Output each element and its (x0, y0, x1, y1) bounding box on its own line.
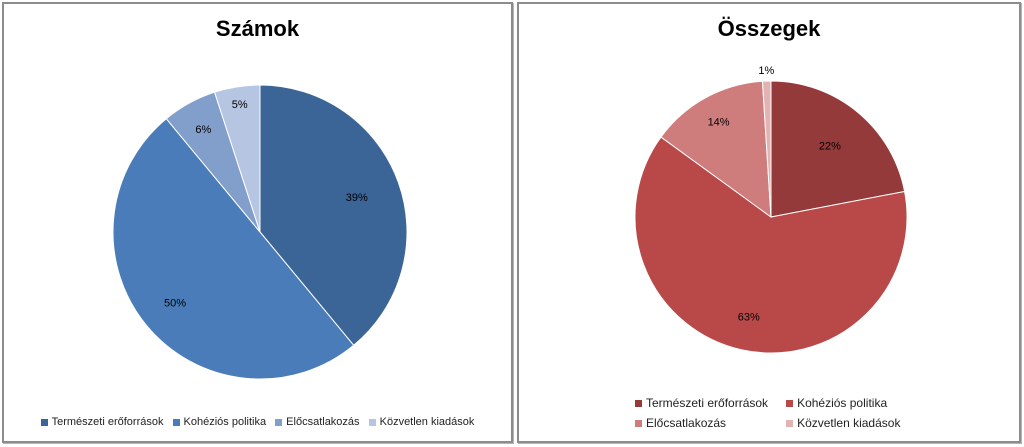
legend-item: Előcsatlakozás (275, 416, 360, 428)
legend-swatch (172, 418, 180, 426)
data-label: 14% (708, 117, 730, 129)
pie-slice-elocsatlakozas (660, 80, 772, 219)
data-label: 5% (232, 99, 248, 111)
chart-title: Számok (215, 16, 300, 41)
chart-panel-osszegek: Összegek 22% 63% 14% 1% Természeti erőforrá… (517, 2, 1021, 443)
pie-slice-termeszeti-eroforrasok (770, 80, 906, 218)
data-label: 6% (195, 124, 211, 136)
legend-swatch (40, 418, 48, 426)
pie-slice-kozvetlen-kiadasok (761, 80, 772, 218)
legend-item: Kohéziós politika (172, 416, 266, 428)
chart-title: Összegek (717, 16, 821, 41)
data-label: 22% (819, 141, 841, 153)
legend-item: Közvetlen kiadások (368, 416, 474, 428)
legend-item: Előcsatlakozás (635, 416, 783, 430)
legend: Természeti erőforrások Kohéziós politika… (635, 396, 935, 436)
legend-swatch (786, 399, 794, 407)
data-label: 39% (346, 192, 368, 204)
data-label: 1% (758, 65, 774, 77)
pie-chart-osszegek: 22% 63% 14% 1% (634, 65, 908, 354)
legend-swatch (635, 399, 642, 407)
legend: Természeti erőforrások Kohéziós politika… (4, 416, 511, 429)
pie-slice-kohezios-politika (634, 136, 908, 354)
data-label: 50% (164, 297, 186, 309)
legend-item: Kohéziós politika (786, 396, 887, 410)
chart-panel-szamok: Számok 39% 50% 6% 5% Természeti erőforrások… (2, 2, 513, 443)
legend-item: Közvetlen kiadások (786, 416, 900, 430)
data-label: 63% (738, 312, 760, 324)
legend-swatch (275, 418, 283, 426)
pie-slice-termeszeti-eroforrasok (259, 84, 408, 346)
legend-item: Természeti erőforrások (635, 396, 783, 410)
pie-slice-kozvetlen-kiadasok (213, 84, 261, 233)
legend-swatch (635, 419, 642, 427)
legend-item: Természeti erőforrások (40, 416, 163, 428)
legend-swatch (786, 419, 794, 427)
pie-chart-szamok: 39% 50% 6% 5% (112, 84, 408, 380)
pie-slice-kohezios-politika (112, 118, 355, 380)
legend-swatch (368, 418, 376, 426)
